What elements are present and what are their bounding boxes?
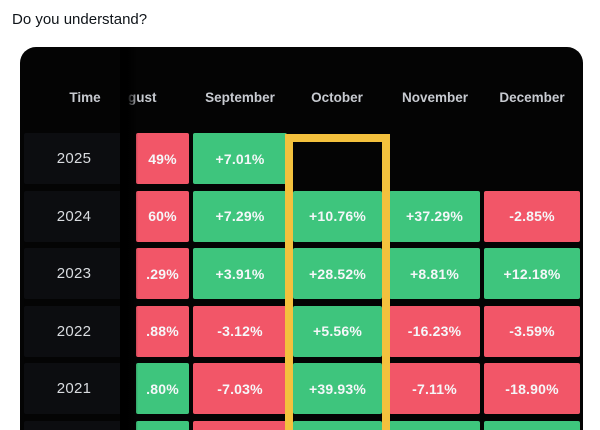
year-cell-2021: 2021 [24,363,124,414]
value-cell-2021-october: +39.93% [293,363,382,414]
value-cell-2025-august: 49% [136,133,189,184]
year-cell-partial [24,420,124,430]
value-cell-2022-december: -3.59% [484,305,580,357]
value-cell-2023-august: .29% [136,248,189,299]
value-cell-2023-november: +8.81% [389,248,480,299]
column-header-december: December [499,90,565,105]
value-cell-2023-september: +3.91% [193,248,287,299]
monthly-returns-table-card: Time gust September October November Dec… [20,47,583,430]
column-header-october: October [311,90,363,105]
value-cell-partial-december [484,420,580,430]
value-cell-2024-december: -2.85% [484,190,580,242]
column-header-november: November [401,90,469,105]
value-cell-2024-november: +37.29% [389,190,480,242]
year-cell-2024: 2024 [24,190,124,242]
value-cell-2022-august: .88% [136,305,189,357]
column-header-august-clipped: gust [128,90,157,105]
value-cell-2023-december: +12.18% [484,248,580,299]
value-cell-2024-october: +10.76% [293,190,382,242]
column-header-time: Time [69,90,101,105]
post-title: Do you understand? [12,11,148,28]
value-cell-2022-october: +5.56% [293,305,382,357]
value-cell-partial-september [193,420,287,430]
value-cell-2021-december: -18.90% [484,363,580,414]
year-cell-2025: 2025 [24,133,124,184]
value-cell-2024-september: +7.29% [193,190,287,242]
value-cell-partial-october [293,420,382,430]
value-cell-2021-august: .80% [136,363,189,414]
value-cell-2024-august: 60% [136,190,189,242]
year-cell-2022: 2022 [24,305,124,357]
year-cell-2023: 2023 [24,248,124,299]
value-cell-partial-august [136,420,189,430]
value-cell-2022-november: -16.23% [389,305,480,357]
value-cell-2021-september: -7.03% [193,363,287,414]
value-cell-2023-october: +28.52% [293,248,382,299]
value-cell-2025-september: +7.01% [193,133,287,184]
column-header-september: September [205,90,275,105]
value-cell-2022-september: -3.12% [193,305,287,357]
value-cell-2021-november: -7.11% [389,363,480,414]
value-cell-partial-november [389,420,480,430]
